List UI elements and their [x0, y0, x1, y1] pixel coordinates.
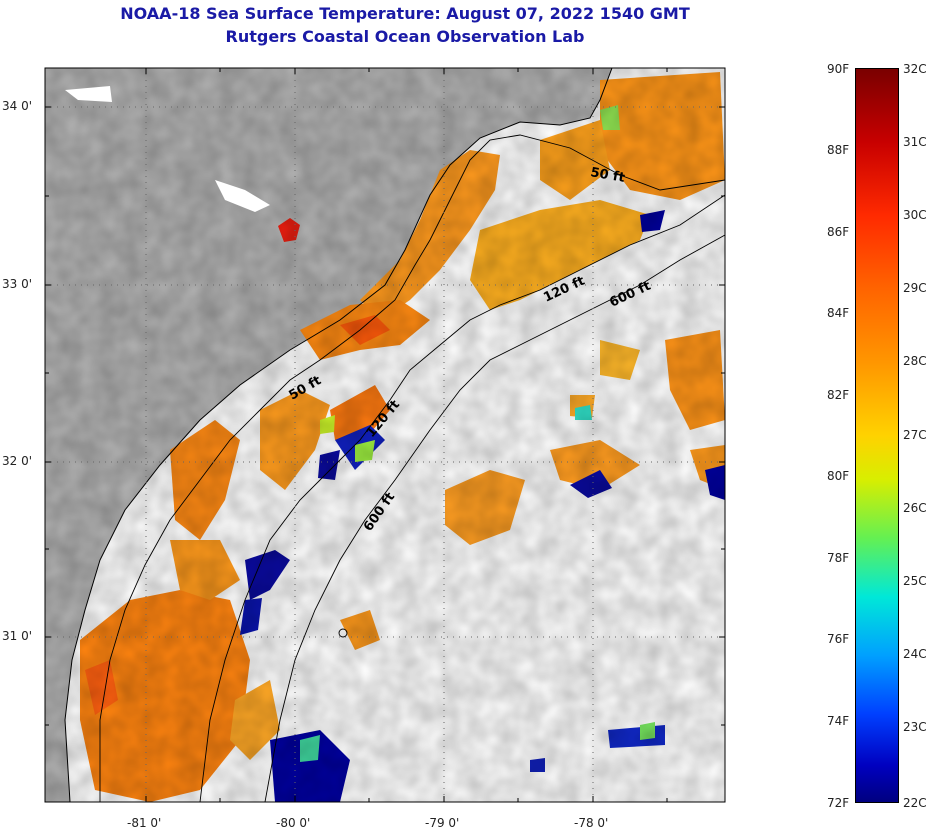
- axis-ticks: [45, 68, 725, 802]
- colorbar-f-label: 78F: [827, 551, 850, 565]
- map-title: NOAA-18 Sea Surface Temperature: August …: [120, 4, 690, 23]
- colorbar-c-label: 29C: [903, 281, 927, 295]
- lat-label: 32 0': [2, 454, 33, 468]
- lat-label: 33 0': [2, 277, 33, 291]
- contour-120ft: [199, 194, 725, 802]
- colorbar-f-label: 72F: [827, 796, 850, 810]
- contour-600ft: [264, 234, 725, 802]
- colorbar-f-label: 84F: [827, 306, 850, 320]
- lon-label: -78 0': [574, 816, 609, 830]
- colorbar-c-label: 26C: [903, 501, 927, 515]
- colorbar-f-label: 74F: [827, 714, 850, 728]
- inland-no-data: [215, 180, 270, 212]
- temperature-colorbar: [855, 68, 899, 803]
- colorbar-c-label: 31C: [903, 135, 927, 149]
- colorbar-f-label: 76F: [827, 632, 850, 646]
- contour-50ft: [99, 134, 725, 802]
- colorbar-c-label: 27C: [903, 428, 927, 442]
- lon-label: -80 0': [276, 816, 311, 830]
- colorbar-f-label: 82F: [827, 388, 850, 402]
- lon-label: -79 0': [425, 816, 460, 830]
- colorbar-c-label: 23C: [903, 720, 927, 734]
- colorbar-c-label: 24C: [903, 647, 927, 661]
- colorbar-f-label: 90F: [827, 62, 850, 76]
- texture-overlay: [45, 68, 725, 802]
- contour-loop: [338, 628, 348, 638]
- colorbar-c-label: 32C: [903, 62, 927, 76]
- lon-label: -81 0': [127, 816, 162, 830]
- map-subtitle: Rutgers Coastal Ocean Observation Lab: [225, 27, 585, 46]
- colorbar-c-label: 22C: [903, 796, 927, 810]
- map-frame: [44, 67, 726, 803]
- colorbar-c-label: 30C: [903, 208, 927, 222]
- colorbar-f-label: 86F: [827, 225, 850, 239]
- lat-label: 31 0': [2, 629, 33, 643]
- colorbar-f-label: 88F: [827, 143, 850, 157]
- colorbar-f-label: 80F: [827, 469, 850, 483]
- colorbar-c-label: 25C: [903, 574, 927, 588]
- contour-label: 50 ft: [589, 165, 626, 186]
- colorbar-c-label: 28C: [903, 354, 927, 368]
- inland-no-data: [65, 86, 112, 102]
- coastline: [64, 68, 613, 802]
- lat-label: 34 0': [2, 99, 33, 113]
- grid-lines: [45, 68, 725, 802]
